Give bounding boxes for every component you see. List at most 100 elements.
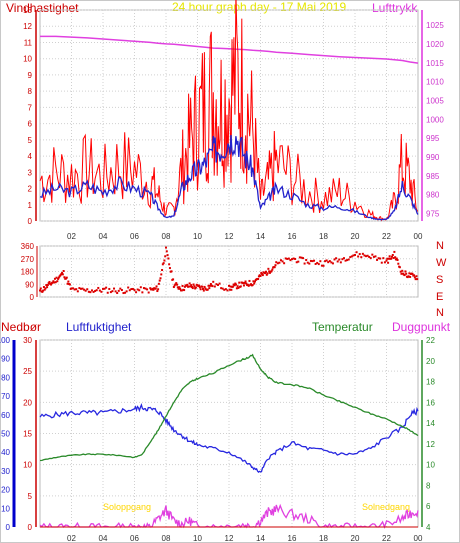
wind-direction-point [248, 279, 251, 282]
wind-direction-point [271, 268, 274, 271]
wind-direction-point [234, 282, 237, 285]
wind-direction-point [176, 283, 179, 286]
wind-direction-point [265, 270, 268, 273]
wind-direction-point [51, 281, 54, 284]
wind-y-tick-label: 9 [28, 71, 33, 80]
wind-y-tick-label: 4 [28, 152, 33, 161]
wind-direction-point [100, 290, 103, 293]
wind-direction-point [168, 263, 171, 266]
wind-direction-point [395, 257, 398, 260]
wind-direction-point [158, 279, 161, 282]
wind-direction-point [172, 278, 175, 281]
temperature-y-tick-label: 22 [426, 336, 435, 345]
wind-direction-point [117, 289, 120, 292]
pressure-y-tick-label: 985 [426, 172, 440, 181]
humidity-line [39, 403, 419, 473]
wind-direction-point [61, 272, 64, 275]
wind-y-tick-label: 0 [28, 217, 33, 226]
pressure-line [40, 35, 419, 64]
wind-direction-point [411, 272, 414, 275]
data-layer: 0202040406060808101012121414161618182020… [0, 0, 444, 543]
wind-direction-point [106, 291, 109, 294]
x-tick-label: 10 [193, 232, 202, 241]
humidity-y-tick-label: 0 [28, 523, 33, 532]
wind-y-tick-label: 13 [23, 6, 32, 15]
wind-direction-point [61, 273, 64, 276]
wind-direction-point [78, 287, 81, 290]
wind-direction-point [286, 257, 289, 260]
rain-y-tick-label: 0 [6, 523, 11, 532]
wind-direction-point [39, 289, 41, 292]
wind-direction-point [120, 289, 123, 292]
x-tick-label: 08 [162, 534, 171, 543]
dir-letter-n-top: N [436, 240, 444, 252]
wind-direction-point [152, 288, 155, 291]
wind-direction-point [90, 289, 93, 292]
direction-y-tick-label: 360 [21, 242, 35, 251]
x-tick-label: 20 [351, 534, 360, 543]
wind-direction-point [257, 275, 260, 278]
wind-direction-point [138, 289, 141, 292]
wind-direction-point [228, 284, 230, 287]
wind-direction-point [108, 287, 111, 290]
wind-direction-point [226, 289, 229, 292]
wind-direction-point [189, 285, 192, 288]
wind-direction-point [270, 270, 273, 273]
wind-direction-point [239, 285, 242, 288]
wind-direction-point [70, 287, 73, 290]
wind-direction-point [164, 255, 167, 258]
wind-direction-point [244, 280, 247, 283]
wind-direction-point [116, 292, 119, 295]
rain-y-tick-label: 30 [1, 467, 10, 476]
x-tick-label: 02 [67, 232, 76, 241]
wind-direction-point [215, 283, 218, 286]
wind-direction-point [198, 284, 201, 287]
wind-direction-point [172, 286, 175, 289]
x-tick-label: 08 [162, 232, 171, 241]
wind-y-tick-label: 1 [28, 201, 33, 210]
wind-direction-point [267, 267, 270, 270]
wind-direction-point [396, 259, 399, 262]
wind-direction-point [230, 288, 233, 291]
wind-direction-point [144, 287, 147, 290]
wind-direction-point [281, 260, 284, 263]
wind-direction-point [127, 286, 130, 289]
wind-direction-point [201, 285, 204, 288]
wind-direction-point [141, 291, 144, 294]
wind-direction-point [371, 253, 374, 256]
wind-direction-point [387, 261, 390, 264]
wind-direction-point [54, 281, 57, 284]
wind-direction-point [47, 282, 50, 285]
wind-direction-point [247, 284, 250, 287]
wind-direction-point [170, 270, 173, 273]
wind-direction-point [125, 290, 128, 293]
wind-direction-point [324, 260, 327, 263]
temperature-y-tick-label: 4 [426, 523, 431, 532]
wind-direction-point [109, 291, 112, 294]
wind-direction-point [328, 260, 331, 263]
wind-direction-point [67, 280, 70, 283]
wind-direction-point [339, 261, 342, 264]
wind-direction-point [235, 283, 238, 286]
wind-direction-point [46, 286, 49, 289]
wind-direction-point [186, 283, 189, 286]
wind-direction-point [212, 280, 215, 283]
wind-direction-point [385, 259, 388, 262]
x-tick-label: 22 [382, 534, 391, 543]
pressure-y-tick-label: 1020 [426, 40, 444, 49]
humidity-y-tick-label: 5 [28, 492, 33, 501]
wind-direction-point [53, 281, 56, 284]
wind-direction-point [157, 282, 160, 285]
wind-direction-point [268, 271, 271, 274]
wind-direction-point [284, 257, 287, 260]
wind-direction-point [415, 275, 418, 278]
wind-direction-point [228, 288, 231, 291]
x-tick-label: 04 [99, 534, 108, 543]
wind-direction-point [360, 256, 363, 259]
wind-direction-point [409, 275, 412, 278]
wind-direction-point [346, 259, 349, 262]
wind-direction-point [155, 285, 158, 288]
wind-direction-point [163, 259, 166, 262]
wind-direction-point [235, 287, 238, 290]
